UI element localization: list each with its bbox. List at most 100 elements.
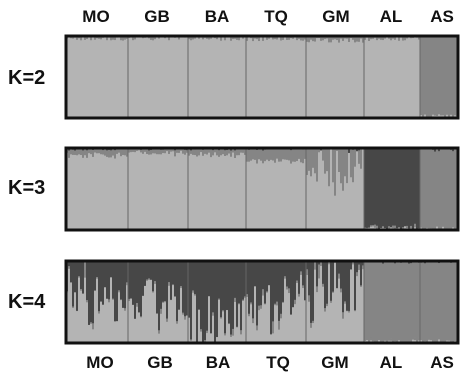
membership-bar bbox=[168, 285, 171, 344]
membership-bar bbox=[218, 298, 221, 300]
membership-bar bbox=[298, 296, 301, 344]
membership-bar bbox=[240, 152, 243, 231]
membership-bar bbox=[228, 261, 231, 324]
membership-bar bbox=[368, 227, 371, 229]
membership-bar bbox=[164, 261, 167, 302]
membership-bar bbox=[302, 287, 305, 344]
membership-bar bbox=[234, 301, 237, 344]
membership-bar bbox=[452, 263, 455, 344]
membership-bar bbox=[124, 310, 127, 344]
membership-bar bbox=[150, 279, 153, 344]
membership-bar bbox=[200, 151, 203, 231]
membership-bar bbox=[168, 39, 171, 119]
membership-bar bbox=[280, 261, 283, 314]
membership-bar bbox=[286, 286, 289, 290]
membership-bar bbox=[216, 38, 219, 119]
membership-bar bbox=[246, 161, 249, 231]
membership-bar bbox=[368, 40, 371, 119]
membership-bar bbox=[112, 155, 115, 231]
membership-bar bbox=[140, 315, 143, 318]
population-block-al bbox=[364, 261, 421, 344]
membership-bar bbox=[248, 161, 251, 231]
membership-bar bbox=[362, 148, 365, 231]
membership-bar bbox=[446, 36, 449, 115]
membership-bar bbox=[256, 163, 259, 231]
membership-bar bbox=[136, 150, 139, 231]
membership-bar bbox=[208, 36, 211, 40]
membership-bar bbox=[164, 300, 167, 303]
membership-bar bbox=[284, 37, 287, 119]
membership-bar bbox=[430, 262, 433, 264]
membership-bar bbox=[364, 39, 367, 119]
membership-bar bbox=[104, 148, 107, 156]
membership-bar bbox=[212, 313, 215, 316]
membership-bar bbox=[162, 152, 165, 231]
membership-bar bbox=[218, 299, 221, 344]
membership-bar bbox=[298, 148, 301, 159]
membership-bar bbox=[116, 261, 119, 322]
membership-bar bbox=[244, 297, 247, 344]
membership-bar bbox=[152, 39, 155, 119]
membership-bar bbox=[126, 156, 129, 231]
membership-bar bbox=[124, 309, 127, 311]
membership-bar bbox=[180, 285, 183, 289]
membership-bar bbox=[352, 262, 355, 265]
membership-bar bbox=[302, 40, 305, 119]
membership-bar bbox=[226, 37, 229, 119]
membership-bar bbox=[144, 37, 147, 119]
membership-bar bbox=[162, 36, 165, 119]
membership-bar bbox=[342, 149, 345, 191]
membership-bar bbox=[200, 37, 203, 119]
membership-bar bbox=[252, 261, 255, 319]
membership-bar bbox=[382, 225, 385, 228]
membership-bar bbox=[414, 148, 417, 224]
membership-bar bbox=[132, 151, 135, 231]
membership-bar bbox=[370, 261, 373, 338]
membership-bar bbox=[98, 38, 101, 119]
membership-bar bbox=[454, 148, 457, 229]
membership-bar bbox=[138, 261, 141, 313]
membership-bar bbox=[342, 40, 345, 119]
membership-bar bbox=[202, 39, 205, 119]
membership-bar bbox=[84, 36, 87, 40]
membership-bar bbox=[292, 148, 295, 162]
membership-bar bbox=[256, 149, 259, 164]
membership-bar bbox=[450, 262, 453, 342]
membership-bar bbox=[328, 185, 331, 231]
membership-bar bbox=[238, 39, 241, 119]
membership-bar bbox=[156, 261, 159, 314]
membership-bar bbox=[88, 324, 91, 344]
pop-label-top-al: AL bbox=[380, 7, 403, 26]
membership-bar bbox=[148, 261, 151, 279]
membership-bar bbox=[388, 148, 391, 227]
membership-bar bbox=[278, 320, 281, 322]
membership-bar bbox=[312, 320, 315, 322]
membership-bar bbox=[214, 37, 217, 119]
membership-bar bbox=[306, 36, 309, 42]
membership-bar bbox=[272, 261, 275, 322]
membership-bar bbox=[176, 323, 179, 344]
membership-bar bbox=[376, 261, 379, 343]
membership-bar bbox=[80, 261, 83, 289]
membership-bar bbox=[290, 314, 293, 344]
membership-bar bbox=[94, 289, 97, 292]
membership-bar bbox=[212, 37, 215, 119]
membership-bar bbox=[372, 148, 375, 226]
membership-bar bbox=[274, 38, 277, 119]
membership-bar bbox=[338, 273, 341, 276]
membership-bar bbox=[212, 261, 215, 313]
membership-bar bbox=[198, 38, 201, 119]
membership-bar bbox=[424, 149, 427, 231]
membership-bar bbox=[162, 302, 165, 344]
membership-bar bbox=[68, 36, 71, 119]
membership-bar bbox=[236, 327, 239, 344]
membership-bar bbox=[88, 148, 91, 154]
membership-bar bbox=[266, 148, 269, 160]
membership-bar bbox=[318, 261, 321, 265]
membership-bar bbox=[420, 36, 423, 116]
membership-bar bbox=[254, 261, 257, 287]
membership-bar bbox=[296, 148, 299, 162]
membership-bar bbox=[326, 305, 329, 344]
membership-bar bbox=[206, 38, 209, 119]
membership-bar bbox=[102, 149, 105, 155]
